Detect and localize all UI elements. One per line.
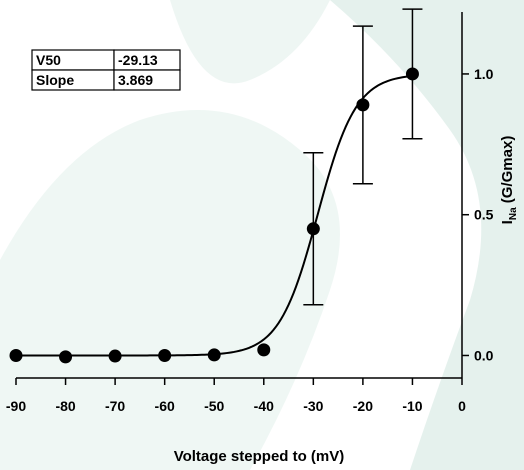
x-tick-label: -70 [105,398,125,414]
table-value: -29.13 [118,52,158,68]
y-axis: 0.0 0.5 1.0 [461,12,494,378]
data-point [405,67,419,81]
data-point [158,348,172,362]
data-point [306,222,320,236]
y-axis-title-sub: Na [508,207,519,220]
table-value-cell [113,69,181,91]
x-tick-label: -60 [155,398,175,414]
data-point [59,350,73,364]
x-axis-title: Voltage stepped to (mV) [174,448,345,465]
x-tick-label: -50 [204,398,224,414]
table-label: Slope [36,72,74,88]
data-point [108,349,122,363]
data-point [257,343,271,357]
y-tick-label: 0.0 [474,347,494,363]
table-label: V50 [36,52,61,68]
x-tick-label: -80 [55,398,75,414]
x-tick-label: -40 [254,398,274,414]
x-tick-label: -20 [353,398,373,414]
y-axis-title-rest: (G/Gmax) [499,136,516,208]
data-marks [9,8,423,364]
x-tick-label: -10 [402,398,422,414]
y-axis-title: INa (G/Gmax) [499,136,519,225]
x-tick-label: 0 [458,398,466,414]
table-value: 3.869 [118,72,153,88]
y-tick-label: 1.0 [474,66,494,82]
x-tick-label: -90 [6,398,26,414]
parameter-table: V50 -29.13 Slope 3.869 [31,49,181,91]
y-axis-title-main: I [499,220,516,224]
data-point [356,98,370,112]
y-tick-label: 0.5 [474,207,494,223]
x-tick-label: -30 [303,398,323,414]
x-axis: -90 -80 -70 -60 -50 -40 -30 -20 -10 0 [6,377,466,414]
data-point [9,348,23,362]
data-point [207,348,221,362]
